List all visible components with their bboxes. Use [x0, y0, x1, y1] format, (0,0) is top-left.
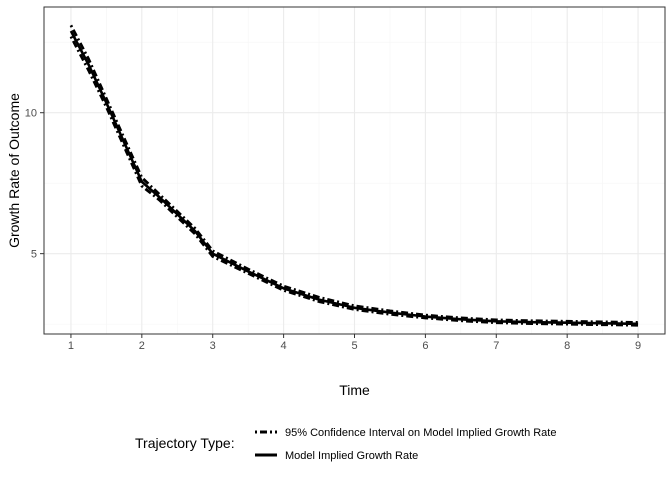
x-tick-label: 1: [68, 340, 74, 352]
x-tick-label: 7: [493, 340, 499, 352]
legend-label-model: Model Implied Growth Rate: [285, 450, 418, 462]
legend-label-ci: 95% Confidence Interval on Model Implied…: [285, 427, 556, 439]
x-tick-label: 6: [422, 340, 428, 352]
y-tick-label: 10: [25, 108, 37, 120]
x-axis-title: Time: [339, 382, 370, 398]
x-tick-label: 5: [351, 340, 357, 352]
legend: Trajectory Type: 95% Confidence Interval…: [135, 427, 556, 462]
y-axis: 5 10: [25, 108, 44, 261]
series-line-ci: [69, 35, 639, 327]
x-tick-label: 9: [635, 340, 641, 352]
series-layer: [69, 24, 639, 327]
x-tick-label: 4: [281, 340, 287, 352]
y-tick-label: 5: [31, 249, 37, 261]
series-line-model: [69, 30, 639, 326]
grid-major: [44, 7, 665, 334]
x-tick-label: 8: [564, 340, 570, 352]
x-tick-label: 2: [139, 340, 145, 352]
y-axis-title: Growth Rate of Outcome: [6, 93, 22, 248]
x-axis: 1 2 3 4 5 6 7 8 9: [68, 334, 641, 352]
legend-title: Trajectory Type:: [135, 435, 235, 451]
x-tick-label: 3: [210, 340, 216, 352]
